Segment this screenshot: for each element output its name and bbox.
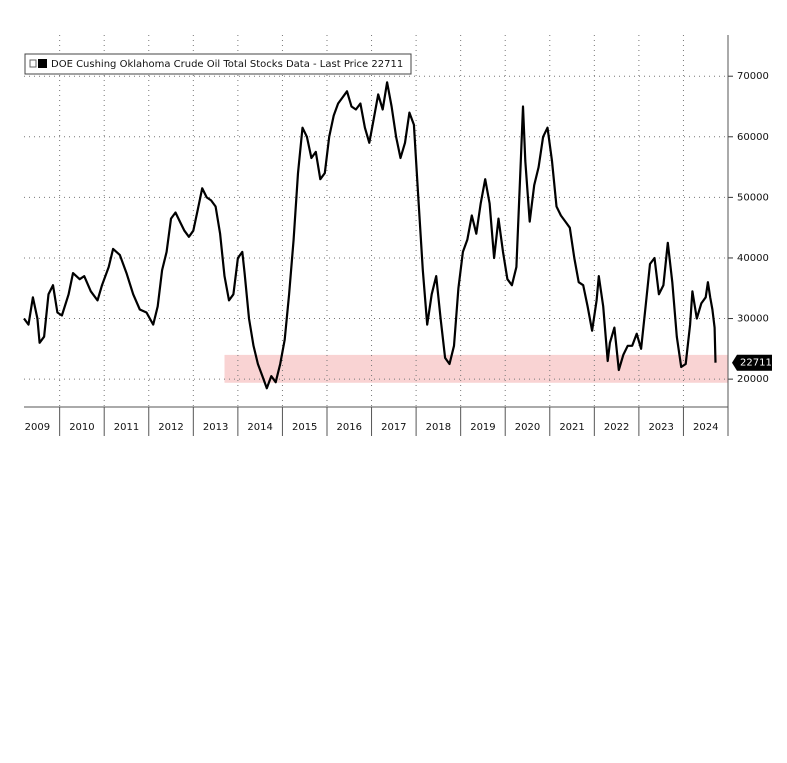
highlight-band <box>224 354 728 383</box>
legend-label: DOE Cushing Oklahoma Crude Oil Total Sto… <box>51 59 403 70</box>
x-tick-label: 2019 <box>470 422 495 433</box>
last-price-tag <box>732 354 772 371</box>
y-tick-label: 40000 <box>737 253 769 264</box>
x-tick-label: 2021 <box>559 422 584 433</box>
x-tick-label: 2017 <box>381 422 406 433</box>
x-tick-label: 2016 <box>337 422 362 433</box>
x-tick-label: 2022 <box>604 422 629 433</box>
legend-swatch <box>38 59 47 68</box>
x-tick-label: 2012 <box>158 422 183 433</box>
x-tick-label: 2009 <box>25 422 50 433</box>
y-tick-label: 70000 <box>737 71 769 82</box>
y-tick-label: 30000 <box>737 314 769 325</box>
x-tick-label: 2023 <box>648 422 673 433</box>
y-tick-label: 60000 <box>737 132 769 143</box>
x-tick-label: 2020 <box>515 422 540 433</box>
y-tick-label: 20000 <box>737 374 769 385</box>
x-tick-label: 2013 <box>203 422 228 433</box>
y-tick-label: 50000 <box>737 192 769 203</box>
x-tick-label: 2018 <box>426 422 451 433</box>
legend-toggle <box>29 59 37 68</box>
x-tick-label: 2014 <box>247 422 272 433</box>
x-tick-label: 2011 <box>114 422 139 433</box>
x-tick-label: 2015 <box>292 422 317 433</box>
data-line <box>23 81 717 390</box>
last-price-label: 22711 <box>740 358 772 369</box>
legend-box <box>24 53 412 75</box>
x-tick-label: 2024 <box>693 422 718 433</box>
x-tick-label: 2010 <box>69 422 94 433</box>
legend: DOE Cushing Oklahoma Crude Oil Total Sto… <box>24 53 412 75</box>
